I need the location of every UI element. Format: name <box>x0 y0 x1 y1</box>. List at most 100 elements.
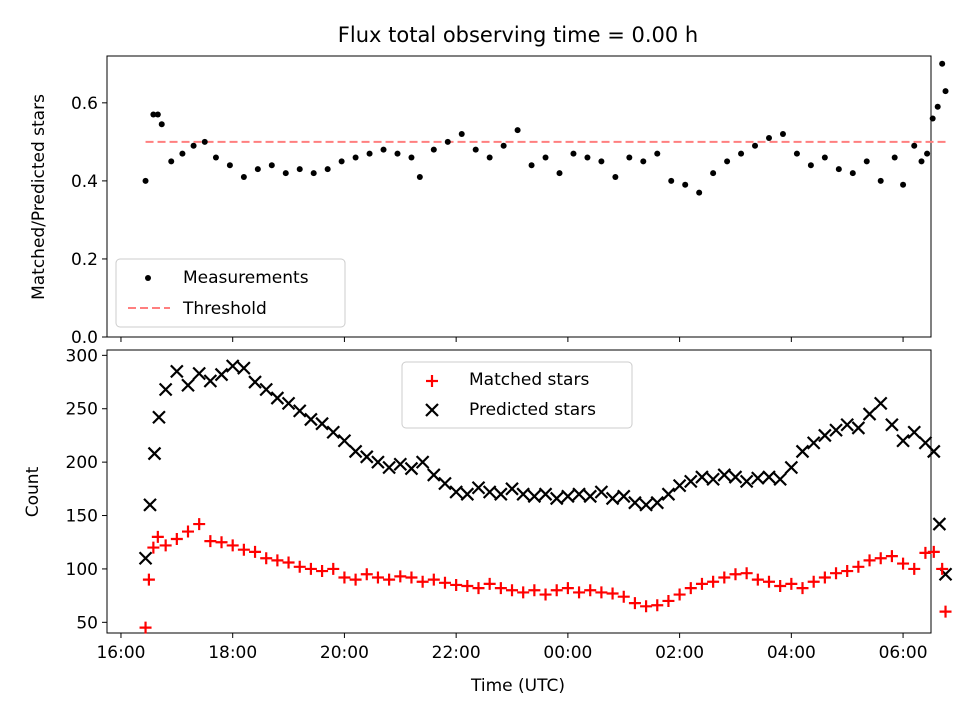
matched-star-point <box>673 588 686 601</box>
matched-star-point <box>684 582 697 595</box>
matched-star-point <box>159 539 172 552</box>
predicted-star-point <box>315 416 329 431</box>
ratio-legend: Measurements Threshold <box>115 258 346 328</box>
matched-star-point <box>494 582 507 595</box>
measurement-point <box>430 146 437 153</box>
ratio-marks <box>142 60 949 196</box>
chart-title: Flux total observing time = 0.00 h <box>338 23 698 47</box>
measurement-point <box>626 154 633 161</box>
predicted-star-point <box>415 455 430 469</box>
matched-star-point <box>718 571 731 584</box>
measurement-point <box>212 154 219 161</box>
measurements-legend-marker <box>145 275 151 281</box>
matched-star-point <box>170 533 183 546</box>
ratio-y-tick-label: 0.4 <box>71 172 98 192</box>
measurement-point <box>150 111 157 118</box>
predicted-star-point <box>594 485 609 499</box>
predicted-star-point <box>281 396 296 411</box>
predicted-star-point <box>840 417 854 432</box>
predicted-star-point <box>170 364 184 379</box>
matched-star-point <box>147 541 160 554</box>
predicted-star-point <box>873 396 888 411</box>
matched-star-point <box>327 562 340 575</box>
count-y-tick-label: 250 <box>66 400 98 420</box>
measurement-point <box>668 177 675 184</box>
x-tick-label: 16:00 <box>96 643 145 663</box>
measurement-point <box>542 154 549 161</box>
predicted-star-point <box>494 487 508 501</box>
predicted-legend-label: Predicted stars <box>469 400 596 420</box>
predicted-star-point <box>359 450 374 464</box>
predicted-star-point <box>862 407 877 421</box>
predicted-star-point <box>927 444 941 459</box>
measurement-point <box>310 170 317 177</box>
matched-star-point <box>774 580 787 593</box>
matched-star-point <box>573 586 586 599</box>
measurement-point <box>598 158 605 165</box>
matched-star-point <box>338 571 351 584</box>
matched-star-point <box>740 567 753 580</box>
matched-star-point <box>751 573 764 586</box>
predicted-star-point <box>225 359 240 373</box>
measurement-point <box>324 166 331 173</box>
matched-star-point <box>561 582 574 595</box>
matched-star-point <box>237 543 250 556</box>
predicted-star-point <box>628 495 642 510</box>
count-y-tick-label: 150 <box>66 507 98 527</box>
matched-star-point <box>617 590 630 603</box>
count-y-tick-label: 200 <box>66 453 98 473</box>
predicted-star-point <box>292 404 307 418</box>
predicted-star-point <box>851 421 866 435</box>
count-y-tick-label: 100 <box>66 560 98 580</box>
matched-star-point <box>260 552 273 565</box>
matched-star-point <box>841 565 854 578</box>
matched-star-point <box>640 600 653 613</box>
matched-star-point <box>360 568 373 581</box>
matched-star-point <box>472 582 485 595</box>
matched-star-point <box>182 525 195 538</box>
measurement-point <box>849 170 856 177</box>
matched-star-point <box>204 535 217 548</box>
predicted-star-point <box>138 551 153 566</box>
predicted-star-point <box>695 470 709 484</box>
predicted-star-point <box>728 470 743 484</box>
count-legend: Matched stars Predicted stars <box>401 361 633 429</box>
predicted-star-point <box>505 482 519 496</box>
measurement-point <box>696 189 703 196</box>
measurement-point <box>934 103 941 110</box>
threshold-legend-label: Threshold <box>182 299 267 319</box>
measurement-point <box>226 162 233 169</box>
predicted-star-point <box>527 489 542 504</box>
matched-star-point <box>762 575 775 588</box>
matched-star-point <box>427 573 440 586</box>
predicted-star-point <box>152 410 166 425</box>
measurement-point <box>394 150 401 157</box>
matched-star-point <box>606 587 619 600</box>
measurement-point <box>268 162 275 169</box>
matched-star-point <box>662 594 675 607</box>
matched-star-point <box>830 567 843 580</box>
predicted-star-point <box>270 391 285 405</box>
measurement-point <box>640 158 647 165</box>
matched-star-point <box>293 560 306 573</box>
matched-star-point <box>394 570 407 583</box>
x-tick-label: 04:00 <box>767 643 816 663</box>
measurement-point <box>793 150 800 157</box>
predicted-star-point <box>829 423 843 437</box>
matched-star-point <box>461 580 474 593</box>
predicted-star-point <box>773 472 787 486</box>
predicted-star-point <box>337 433 352 448</box>
matched-star-point <box>939 605 952 618</box>
matched-star-point <box>785 577 798 590</box>
measurement-point <box>158 121 165 128</box>
measurement-point <box>254 166 261 173</box>
matched-star-point <box>707 575 720 588</box>
measurement-point <box>296 166 303 173</box>
predicted-star-point <box>605 491 620 506</box>
matched-star-point <box>416 575 429 588</box>
matched-star-point <box>438 576 451 589</box>
x-tick-label: 22:00 <box>432 643 481 663</box>
count-y-tick-label: 300 <box>66 346 98 366</box>
x-tick-label: 06:00 <box>879 643 928 663</box>
predicted-star-point <box>932 517 947 531</box>
